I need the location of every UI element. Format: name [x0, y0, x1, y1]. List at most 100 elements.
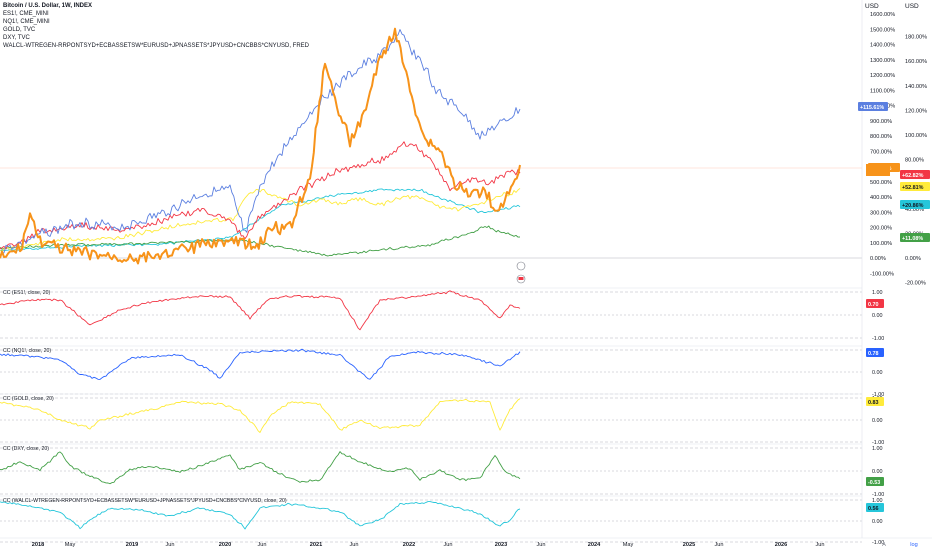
- pane-axis-tick: 0.00: [872, 469, 883, 475]
- time-axis-tick: Jun: [815, 542, 824, 548]
- es-badge: [900, 170, 930, 179]
- pane-axis-tick: -1.00: [872, 492, 884, 498]
- gold-badge: [900, 182, 930, 191]
- main-axis-left-tick: 900.00%: [870, 119, 892, 125]
- time-axis-tick: 2022: [403, 542, 415, 548]
- chart-legend: Bitcoin / U.S. Dollar, 1W, INDEX ES1!, C…: [3, 2, 309, 50]
- main-axis-right-tick: 40.00%: [905, 207, 924, 213]
- time-axis-tick: Jun: [536, 542, 545, 548]
- dxy-series-line[interactable]: [0, 225, 521, 257]
- pane-axis-tick: 1.00: [872, 498, 883, 504]
- time-axis-tick: 2019: [126, 542, 138, 548]
- pane-label: CC (NQ1!, close, 20): [3, 348, 51, 354]
- auto-scale-toggle: A: [882, 542, 886, 548]
- pane-value-label: 0.78: [868, 351, 879, 357]
- legend-item-dxy[interactable]: DXY, TVC: [3, 35, 30, 41]
- main-axis-left-tick: 400.00%: [870, 195, 892, 201]
- time-axis-tick: 2021: [310, 542, 322, 548]
- nq-badge: [858, 102, 888, 111]
- pane-axis-tick: -1.00: [872, 336, 884, 342]
- btc-series-line[interactable]: [0, 27, 521, 265]
- pane-axis-tick: 0.00: [872, 313, 883, 319]
- main-axis-right-tick: 180.00%: [905, 35, 927, 41]
- time-axis-tick: May: [65, 542, 76, 548]
- time-axis-tick: 2023: [495, 542, 507, 548]
- pane-value-badge: [866, 503, 884, 512]
- main-axis-right-tick: 160.00%: [905, 59, 927, 65]
- pane-axis-tick: 0.00: [872, 519, 883, 525]
- correlation-line[interactable]: [0, 290, 521, 331]
- es-badge-label: +62.82%: [902, 173, 924, 179]
- pane-value-badge: [866, 348, 884, 357]
- main-axis-right-tick: -20.00%: [905, 281, 926, 287]
- walcl-badge: [900, 200, 930, 209]
- time-axis-tick: Jun: [714, 542, 723, 548]
- pane-axis-tick: -1.00: [872, 540, 884, 546]
- main-axis-left-tick: 1300.00%: [870, 58, 895, 64]
- time-axis-tick: May: [623, 542, 634, 548]
- pane-value-badge: [866, 477, 884, 486]
- time-axis-tick: Jun: [349, 542, 358, 548]
- time-axis-tick: Jun: [257, 542, 266, 548]
- pane-axis-tick: -1.00: [872, 440, 884, 446]
- correlation-line[interactable]: [0, 348, 521, 380]
- correlation-line[interactable]: [0, 501, 521, 530]
- main-axis-left-tick: 1200.00%: [870, 73, 895, 79]
- main-axis-left-tick: 500.00%: [870, 180, 892, 186]
- main-axis-left-tick: 1100.00%: [870, 88, 895, 94]
- main-axis-right-tick: 80.00%: [905, 158, 924, 164]
- pane-label: CC (ES1!, close, 20): [3, 290, 51, 296]
- pane-axis-tick: -1.00: [872, 392, 884, 398]
- time-axis-tick: Jun: [443, 542, 452, 548]
- time-axis-tick: 2020: [219, 542, 231, 548]
- time-axis-tick: Jun: [165, 542, 174, 548]
- walcl-badge-label: +20.86%: [902, 203, 924, 209]
- correlation-line[interactable]: [0, 451, 521, 485]
- pane-axis-tick: 0.00: [872, 370, 883, 376]
- dxy-badge-label: +11.08%: [902, 236, 923, 242]
- pane-value-badge: [866, 299, 884, 308]
- btc-price-block: [866, 164, 890, 176]
- main-axis-left-tick: 300.00%: [870, 210, 892, 216]
- legend-item-walcl[interactable]: WALCL-WTREGEN-RRPONTSYD+ECBASSETSW*EURUS…: [3, 43, 309, 49]
- main-axis-left-tick: 1400.00%: [870, 43, 895, 49]
- main-axis-left-tick: 1600.00%: [870, 12, 895, 18]
- pane-value-label: -0.53: [868, 480, 880, 486]
- time-axis-tick: 2026: [775, 542, 787, 548]
- alert-icon[interactable]: [516, 261, 526, 271]
- main-axis-right-tick: 0.00%: [905, 256, 921, 262]
- time-axis-tick: 2024: [588, 542, 601, 548]
- es-series-line[interactable]: [0, 141, 521, 250]
- pane-label: CC (DXY, close, 20): [3, 446, 49, 452]
- main-axis-right-tick: 120.00%: [905, 108, 927, 114]
- main-axis-left-tick: 100.00%: [870, 241, 892, 247]
- pane-value-label: 0.83: [868, 400, 879, 406]
- main-axis-left-tick: -100.00%: [870, 271, 894, 277]
- left-axis-currency: USD: [865, 3, 879, 10]
- main-axis-left-tick: 700.00%: [870, 149, 892, 155]
- time-axis-tick: 2025: [683, 542, 695, 548]
- legend-item-es[interactable]: ES1!, CME_MINI: [3, 11, 49, 17]
- main-axis-left-tick: 1500.00%: [870, 27, 895, 33]
- nq-series-line[interactable]: [0, 29, 521, 256]
- pane-axis-tick: 1.00: [872, 290, 883, 296]
- legend-item-gold[interactable]: GOLD, TVC: [3, 27, 36, 33]
- legend-item-nq[interactable]: NQ1!, CME_MINI: [3, 19, 50, 25]
- correlation-line[interactable]: [0, 398, 521, 433]
- pane-value-badge: [866, 397, 884, 406]
- pane-value-label: 0.56: [868, 506, 879, 512]
- legend-title[interactable]: Bitcoin / U.S. Dollar, 1W, INDEX: [3, 3, 93, 9]
- pane-axis-tick: 1.00: [872, 446, 883, 452]
- main-axis-left-tick: 800.00%: [870, 134, 892, 140]
- time-axis-tick: 2018: [32, 542, 44, 548]
- flag-icon-mark: [518, 277, 524, 280]
- pane-label: CC (GOLD, close, 20): [3, 396, 54, 402]
- pane-axis-tick: 0.00: [872, 418, 883, 424]
- log-scale-toggle: log: [910, 542, 917, 548]
- nq-badge-label: +115.61%: [860, 105, 884, 111]
- main-axis-left-tick: 0.00%: [870, 256, 886, 262]
- main-axis-right-tick: 140.00%: [905, 84, 927, 90]
- right-axis-currency: USD: [905, 3, 919, 10]
- pane-label: CC (WALCL-WTREGEN-RRPONTSYD+ECBASSETSW*E…: [3, 498, 287, 504]
